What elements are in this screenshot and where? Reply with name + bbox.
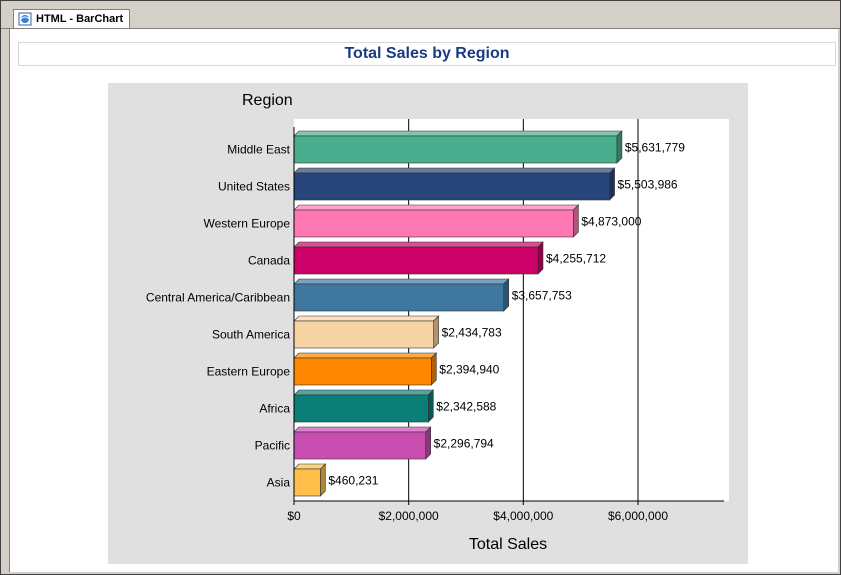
report-title: Total Sales by Region (18, 42, 836, 66)
bar (293, 320, 434, 349)
axes (293, 127, 724, 505)
value-label: $2,296,794 (434, 437, 494, 451)
category-label: Central America/Caribbean (146, 291, 290, 305)
x-tick-label: $2,000,000 (379, 509, 439, 523)
report-content: Total Sales by Region Middle East United … (9, 29, 838, 572)
bar-chart-panel: Middle East United States Western Europe Ca… (108, 83, 748, 564)
bar-side-face (616, 130, 623, 164)
x-tick-label: $4,000,000 (493, 509, 553, 523)
category-label: Asia (267, 476, 291, 490)
bar-top-face (293, 352, 438, 359)
category-label: Africa (259, 402, 290, 416)
value-label: $5,631,779 (625, 141, 685, 155)
value-label: $5,503,986 (618, 178, 678, 192)
bar-side-face (431, 352, 437, 386)
value-label: $4,255,712 (546, 252, 606, 266)
value-label: $2,342,588 (436, 400, 496, 414)
bar (293, 431, 426, 460)
bar (293, 283, 505, 312)
bar (293, 394, 429, 423)
value-label: $2,394,940 (439, 363, 499, 377)
bar (293, 357, 432, 386)
bar-side-face (320, 463, 326, 497)
bar-top-face (293, 463, 327, 470)
bar-top-face (293, 204, 580, 211)
browser-page-icon (18, 12, 32, 26)
bar (293, 135, 618, 164)
bar-top-face (293, 167, 616, 174)
category-labels: Middle East United States Western Europe Ca… (146, 143, 291, 490)
bar-side-face (537, 241, 544, 275)
x-tick-label: $6,000,000 (608, 509, 668, 523)
tab-strip: HTML - BarChart (1, 1, 840, 29)
value-label: $2,434,783 (442, 326, 502, 340)
tab-label: HTML - BarChart (36, 13, 124, 25)
bar (293, 209, 574, 238)
bar-top-face (293, 426, 432, 433)
tab-html-barchart[interactable]: HTML - BarChart (13, 9, 131, 28)
bar-side-face (609, 167, 615, 201)
bar-side-face (573, 204, 579, 238)
bar (293, 172, 610, 201)
value-labels: $5,631,779 $5,503,986 $4,873,000 $4,255,712… (328, 141, 685, 488)
bar-top-face (293, 241, 544, 248)
x-axis-title: Total Sales (469, 536, 547, 553)
category-label: South America (212, 328, 290, 342)
bars (293, 130, 623, 497)
category-label: Canada (248, 254, 290, 268)
bar-top-face (293, 315, 440, 322)
category-label: United States (218, 180, 290, 194)
bar-chart: Middle East United States Western Europe Ca… (146, 92, 729, 553)
value-label: $4,873,000 (581, 215, 641, 229)
category-label: Pacific (255, 439, 290, 453)
value-label: $460,231 (328, 474, 378, 488)
category-label: Western Europe (204, 217, 291, 231)
x-tick-label: $0 (287, 509, 301, 523)
x-tick-labels: $0 $2,000,000 $4,000,000 $6,000,000 (287, 509, 668, 523)
bar-top-face (293, 130, 623, 137)
value-label: $3,657,753 (512, 289, 572, 303)
bar (293, 246, 539, 275)
bar-side-face (433, 315, 439, 349)
category-label: Middle East (227, 143, 290, 157)
y-axis-title: Region (242, 92, 293, 109)
category-label: Eastern Europe (207, 365, 291, 379)
bar (293, 468, 321, 497)
bar-side-face (503, 278, 510, 312)
bar-top-face (293, 389, 435, 396)
bar-top-face (293, 278, 510, 285)
bar-side-face (428, 389, 434, 423)
bar-side-face (425, 426, 431, 460)
